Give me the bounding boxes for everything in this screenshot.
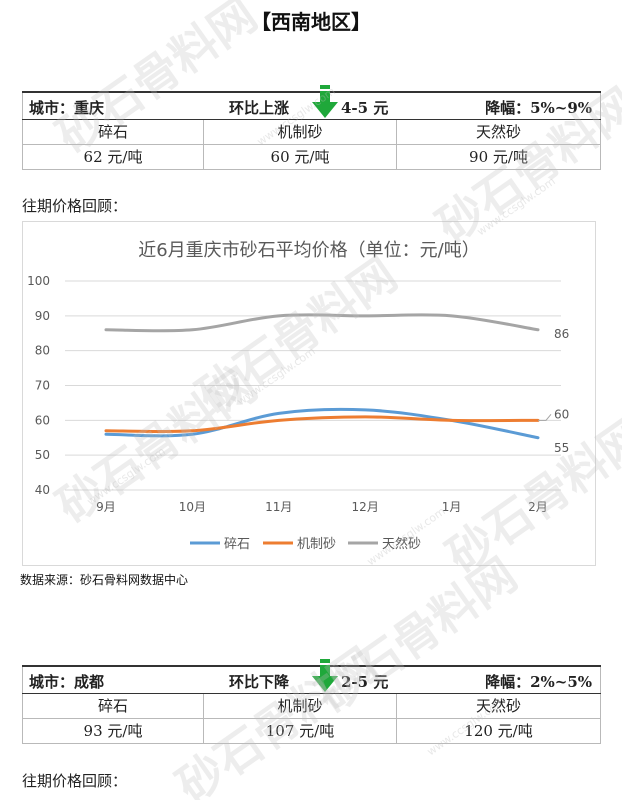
series-line bbox=[104, 415, 540, 434]
data-point bbox=[364, 314, 367, 317]
trend-label: 环比上涨 bbox=[229, 99, 290, 117]
data-point bbox=[191, 433, 194, 436]
price-cell-natural-sand: 120 元/吨 bbox=[395, 717, 602, 744]
price-table-chengdu: 城市：成都 环比下降 2-5 元 降幅：2%~5% 碎石 机制砂 天然砂 93 … bbox=[21, 659, 602, 744]
x-tick-label: 11月 bbox=[265, 500, 292, 514]
data-label: 60 bbox=[554, 407, 569, 421]
table-row: 93 元/吨 107 元/吨 120 元/吨 bbox=[22, 717, 602, 744]
data-point bbox=[450, 419, 453, 422]
x-tick-label: 1月 bbox=[442, 500, 462, 514]
header-cell-machine-sand: 机制砂 bbox=[203, 118, 397, 145]
header-cell-gravel: 碎石 bbox=[22, 118, 204, 145]
legend-label: 机制砂 bbox=[297, 537, 336, 552]
city-label: 城市：重庆 bbox=[29, 99, 105, 117]
down-arrow-icon bbox=[312, 85, 338, 118]
chart-canvas: 40 50 60 70 80 90 100 9月 10月 11月 12月 1月 2月 55 60 86 碎石 机制… bbox=[27, 274, 569, 552]
city-label: 城市：成都 bbox=[29, 673, 105, 691]
data-point bbox=[105, 429, 108, 432]
x-tick-label: 12月 bbox=[352, 500, 379, 514]
trend-range: 2-5 元 bbox=[341, 673, 389, 691]
x-tick-label: 2月 bbox=[528, 500, 548, 514]
x-tick-label: 9月 bbox=[96, 500, 116, 514]
price-table-chongqing: 城市：重庆 环比上涨 4-5 元 降幅：5%~9% 碎石 机制砂 天然砂 62 … bbox=[21, 85, 602, 170]
data-point bbox=[537, 328, 540, 331]
data-point bbox=[105, 328, 108, 331]
review-label: 往期价格回顾： bbox=[22, 197, 128, 215]
y-tick-label: 80 bbox=[35, 344, 50, 358]
trend-range: 4-5 元 bbox=[341, 99, 389, 117]
y-tick-label: 40 bbox=[35, 483, 50, 497]
header-cell-natural-sand: 天然砂 bbox=[395, 692, 602, 719]
y-tick-label: 60 bbox=[35, 413, 50, 427]
table-row: 碎石 机制砂 天然砂 bbox=[22, 692, 602, 719]
price-cell-natural-sand: 90 元/吨 bbox=[395, 143, 602, 170]
data-point bbox=[277, 419, 280, 422]
data-label: 55 bbox=[554, 441, 569, 455]
range-label: 降幅：5%~9% bbox=[485, 99, 593, 117]
region-title: 【西南地区】 bbox=[251, 10, 371, 34]
y-tick-label: 90 bbox=[35, 309, 50, 323]
trend-label: 环比下降 bbox=[229, 673, 290, 691]
data-point bbox=[450, 314, 453, 317]
price-table-header: 城市：重庆 环比上涨 4-5 元 降幅：5%~9% bbox=[21, 85, 602, 120]
data-label: 86 bbox=[554, 327, 569, 341]
price-cell-gravel: 62 元/吨 bbox=[22, 143, 204, 170]
header-cell-gravel: 碎石 bbox=[22, 692, 204, 719]
data-point bbox=[364, 408, 367, 411]
data-point bbox=[537, 436, 540, 439]
legend-label: 碎石 bbox=[224, 537, 250, 552]
table-row: 碎石 机制砂 天然砂 bbox=[22, 118, 602, 145]
table-row: 62 元/吨 60 元/吨 90 元/吨 bbox=[22, 143, 602, 170]
price-cell-machine-sand: 60 元/吨 bbox=[203, 143, 397, 170]
data-point bbox=[364, 415, 367, 418]
data-source: 数据来源：砂石骨料网数据中心 bbox=[20, 573, 189, 587]
range-label: 降幅：2%~5% bbox=[485, 673, 593, 691]
data-label-leader bbox=[538, 414, 552, 421]
price-table-header: 城市：成都 环比下降 2-5 元 降幅：2%~5% bbox=[21, 659, 602, 694]
down-arrow-icon bbox=[312, 659, 338, 692]
x-tick-label: 10月 bbox=[179, 500, 206, 514]
review-label: 往期价格回顾： bbox=[22, 772, 128, 790]
chart-title: 近6月重庆市砂石平均价格（单位：元/吨） bbox=[138, 240, 480, 261]
price-cell-gravel: 93 元/吨 bbox=[22, 717, 204, 744]
legend-label: 天然砂 bbox=[382, 536, 421, 552]
price-chart: 40 50 60 70 80 90 100 9月 10月 11月 12月 1月 2月 55 60 86 碎石 机制… bbox=[22, 221, 596, 566]
y-tick-label: 70 bbox=[35, 379, 50, 393]
data-point bbox=[191, 328, 194, 331]
data-point bbox=[105, 433, 108, 436]
series-line bbox=[104, 313, 540, 333]
data-point bbox=[277, 314, 280, 317]
y-tick-label: 50 bbox=[35, 448, 50, 462]
header-cell-natural-sand: 天然砂 bbox=[395, 118, 602, 145]
header-cell-machine-sand: 机制砂 bbox=[203, 692, 397, 719]
price-cell-machine-sand: 107 元/吨 bbox=[203, 717, 397, 744]
series-line bbox=[104, 407, 540, 440]
y-tick-label: 100 bbox=[27, 274, 50, 288]
data-point bbox=[191, 429, 194, 432]
data-point bbox=[277, 412, 280, 415]
